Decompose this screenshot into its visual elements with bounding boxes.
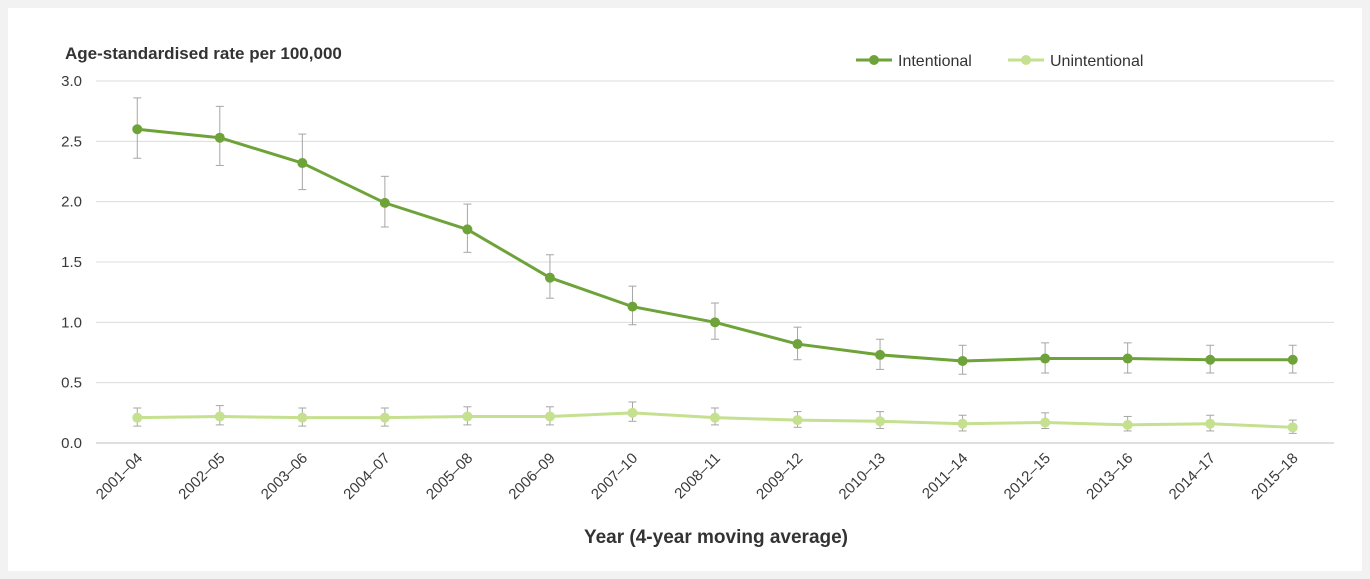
series-unintentional [132, 401, 1298, 434]
x-tick-label: 2001–04 [93, 450, 146, 503]
data-point [132, 124, 143, 135]
data-point [957, 355, 968, 366]
data-point [1205, 418, 1216, 429]
line-chart: Age-standardised rate per 100,000 Year (… [61, 44, 1334, 548]
y-tick-labels: 0.0 0.5 1.0 1.5 2.0 2.5 3.0 [61, 73, 82, 452]
y-tick-label: 2.0 [61, 194, 82, 211]
y-tick-label: 3.0 [61, 73, 82, 90]
data-point [462, 411, 473, 422]
data-point [1287, 354, 1298, 365]
x-tick-label: 2008–11 [671, 450, 724, 503]
data-point [627, 301, 638, 312]
data-point [792, 415, 803, 426]
y-tick-label: 0.5 [61, 375, 82, 392]
legend-label: Intentional [898, 53, 972, 70]
data-point [1040, 417, 1051, 428]
legend-swatch-marker [869, 55, 879, 65]
data-point [462, 224, 473, 235]
y-tick-label: 2.5 [61, 133, 82, 150]
data-point [297, 412, 308, 423]
legend-swatch-marker [1021, 55, 1031, 65]
x-tick-label: 2015–18 [1248, 450, 1301, 503]
data-point [379, 197, 390, 208]
x-tick-label: 2005–08 [423, 450, 476, 503]
data-point [214, 411, 225, 422]
data-point [544, 272, 555, 283]
data-point [1122, 419, 1133, 430]
series-intentional [132, 97, 1298, 375]
x-tick-label: 2007–10 [588, 450, 641, 503]
x-tick-label: 2010–13 [836, 450, 889, 503]
y-tick-label: 1.0 [61, 314, 82, 331]
data-point [1205, 354, 1216, 365]
data-point [297, 158, 308, 169]
x-tick-label: 2011–14 [919, 450, 972, 503]
data-point [710, 412, 720, 423]
data-point [1040, 353, 1051, 364]
y-axis-title: Age-standardised rate per 100,000 [65, 44, 342, 63]
data-point [792, 339, 803, 350]
x-tick-label: 2013–16 [1083, 450, 1136, 503]
x-axis-title: Year (4-year moving average) [584, 527, 848, 548]
x-tick-labels: 2001–04 2002–05 2003–06 2004–07 2005–08 2006–… [93, 450, 1302, 503]
gridlines [96, 80, 1334, 444]
data-point [1287, 422, 1298, 433]
data-point [875, 349, 886, 360]
chart-frame: Age-standardised rate per 100,000 Year (… [8, 8, 1362, 571]
x-tick-label: 2009–12 [753, 450, 806, 503]
x-tick-label: 2004–07 [340, 450, 393, 503]
x-tick-label: 2003–06 [258, 450, 311, 503]
data-point [875, 416, 886, 427]
y-tick-label: 1.5 [61, 254, 82, 271]
data-point [710, 317, 720, 328]
data-point [627, 407, 638, 418]
series-group [132, 97, 1298, 434]
x-tick-label: 2006–09 [505, 450, 558, 503]
legend-label: Unintentional [1050, 53, 1143, 70]
data-point [132, 412, 143, 423]
data-point [1122, 353, 1133, 364]
data-point [544, 411, 555, 422]
data-point [214, 132, 225, 143]
legend: Intentional Unintentional [856, 53, 1143, 70]
x-tick-label: 2012–15 [1001, 450, 1054, 503]
data-point [957, 418, 968, 429]
x-tick-label: 2014–17 [1166, 450, 1219, 503]
data-point [379, 412, 390, 423]
x-tick-label: 2002–05 [175, 450, 228, 503]
y-tick-label: 0.0 [61, 435, 82, 452]
